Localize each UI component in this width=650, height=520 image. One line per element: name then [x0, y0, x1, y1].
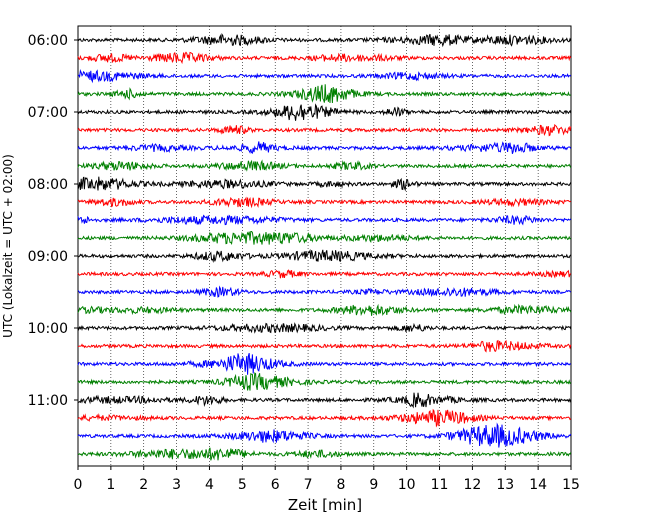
plot-frame [77, 25, 572, 467]
seismic-trace [77, 447, 572, 461]
seismic-trace [77, 196, 572, 209]
seismic-trace [77, 322, 572, 334]
x-tick-label: 3 [172, 477, 181, 493]
seismic-trace [77, 141, 572, 155]
x-tick-label: 12 [463, 477, 481, 493]
x-tick-label: 1 [106, 477, 115, 493]
seismic-trace [77, 51, 572, 65]
seismic-trace [77, 392, 572, 409]
x-axis-label: Zeit [min] [288, 496, 362, 514]
seismic-trace [77, 408, 572, 428]
x-tick-label: 8 [336, 477, 345, 493]
y-tick-label: 10:00 [28, 321, 68, 337]
x-tick-label: 6 [271, 477, 280, 493]
seismic-trace [77, 84, 571, 104]
seismic-trace [77, 123, 572, 137]
y-tick-label: 08:00 [28, 177, 68, 193]
seismic-traces [77, 33, 572, 461]
x-tick-label: 0 [74, 477, 83, 493]
x-tick-label: 2 [139, 477, 148, 493]
seismic-trace [77, 285, 572, 298]
y-tick-label: 11:00 [28, 393, 68, 409]
y-tick-label: 09:00 [28, 249, 68, 265]
x-tick-label: 9 [369, 477, 378, 493]
x-tick-label: 11 [431, 477, 449, 493]
x-tick-label: 4 [205, 477, 214, 493]
seismic-trace [77, 33, 572, 48]
seismic-trace [77, 69, 572, 84]
y-tick-label: 07:00 [28, 105, 68, 121]
x-tick-label: 13 [496, 477, 514, 493]
seismic-trace [77, 352, 572, 375]
x-tick-label: 15 [562, 477, 580, 493]
grid-lines [110, 26, 539, 466]
seismic-trace [77, 248, 572, 264]
y-axis-label: UTC (Lokalzeit = UTC + 02:00) [1, 154, 15, 338]
x-axis-ticks: 0 1 2 3 4 5 6 7 8 9 10 11 12 13 14 15 [74, 466, 580, 493]
seismic-trace [77, 159, 572, 172]
x-tick-label: 5 [238, 477, 247, 493]
x-tick-label: 10 [398, 477, 416, 493]
y-axis-ticks: 06:00 07:00 08:00 09:00 10:00 11:00 [28, 33, 78, 409]
x-tick-label: 7 [304, 477, 313, 493]
seismic-trace [77, 269, 572, 279]
seismic-trace [77, 214, 572, 226]
seismic-trace [77, 422, 572, 448]
seismic-trace [77, 103, 572, 121]
seismic-trace [77, 339, 572, 353]
seismic-trace [77, 230, 571, 245]
seismic-trace [77, 303, 572, 317]
x-tick-label: 14 [529, 477, 547, 493]
seismic-trace [77, 372, 572, 391]
seismic-trace [77, 176, 572, 192]
y-tick-label: 06:00 [28, 33, 68, 49]
